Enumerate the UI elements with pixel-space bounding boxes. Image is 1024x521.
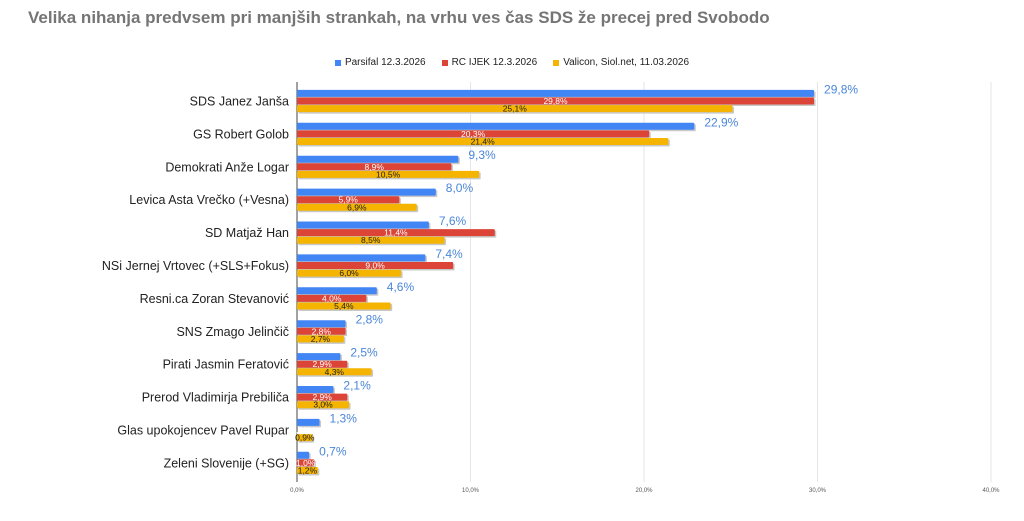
x-tick-label: 0,0%: [290, 488, 304, 494]
data-label: 29,8%: [543, 96, 568, 106]
data-label: 4,3%: [325, 367, 345, 377]
data-label: 1,2%: [298, 466, 318, 476]
bar: [297, 189, 436, 196]
x-tick-label: 10,0%: [462, 488, 480, 494]
data-label: 1,3%: [330, 411, 358, 425]
category-label: SNS Zmago Jelinčič: [176, 325, 289, 339]
category-label: Glas upokojencev Pavel Rupar: [117, 424, 289, 438]
category-label: Levica Asta Vrečko (+Vesna): [129, 193, 289, 207]
data-label: 2,7%: [311, 334, 331, 344]
data-label: 6,0%: [339, 268, 359, 278]
data-label: 22,9%: [704, 115, 738, 129]
category-label: SD Matjaž Han: [205, 226, 289, 240]
data-label: 4,6%: [387, 280, 415, 294]
data-label: 8,5%: [361, 235, 381, 245]
data-label: 2,1%: [343, 379, 371, 393]
category-label: Pirati Jasmin Feratović: [163, 358, 289, 372]
data-label: 2,8%: [356, 313, 384, 327]
data-label: 7,4%: [435, 247, 463, 261]
x-tick-label: 40,0%: [982, 488, 1000, 494]
data-label: 10,5%: [376, 169, 401, 179]
category-label: GS Robert Golob: [193, 127, 289, 141]
bar: [297, 254, 425, 261]
data-label: 3,0%: [313, 400, 333, 410]
category-label: Zeleni Slovenije (+SG): [164, 456, 289, 470]
category-label: NSi Jernej Vrtovec (+SLS+Fokus): [102, 259, 289, 273]
category-label: Resni.ca Zoran Stevanović: [140, 292, 289, 306]
x-tick-label: 30,0%: [809, 488, 827, 494]
data-label: 7,6%: [439, 214, 467, 228]
category-label: Prerod Vladimirja Prebiliča: [142, 391, 289, 405]
data-label: 0,7%: [319, 444, 347, 458]
data-label: 9,3%: [468, 148, 496, 162]
data-label: 21,4%: [471, 137, 496, 147]
data-label: 5,4%: [334, 301, 354, 311]
data-label: 25,1%: [503, 104, 528, 114]
data-label: 2,5%: [350, 346, 378, 360]
data-label: 8,0%: [446, 181, 474, 195]
x-tick-label: 20,0%: [635, 488, 653, 494]
bar: [297, 222, 429, 229]
data-label: 11,4%: [384, 228, 408, 238]
category-label: SDS Janez Janša: [190, 95, 289, 109]
data-label: 0,9%: [295, 433, 315, 443]
data-label: 29,8%: [824, 82, 858, 96]
data-label: 9,0%: [365, 261, 385, 271]
category-label: Demokrati Anže Logar: [165, 160, 289, 174]
data-label: 6,9%: [347, 202, 367, 212]
bar: [297, 123, 694, 130]
